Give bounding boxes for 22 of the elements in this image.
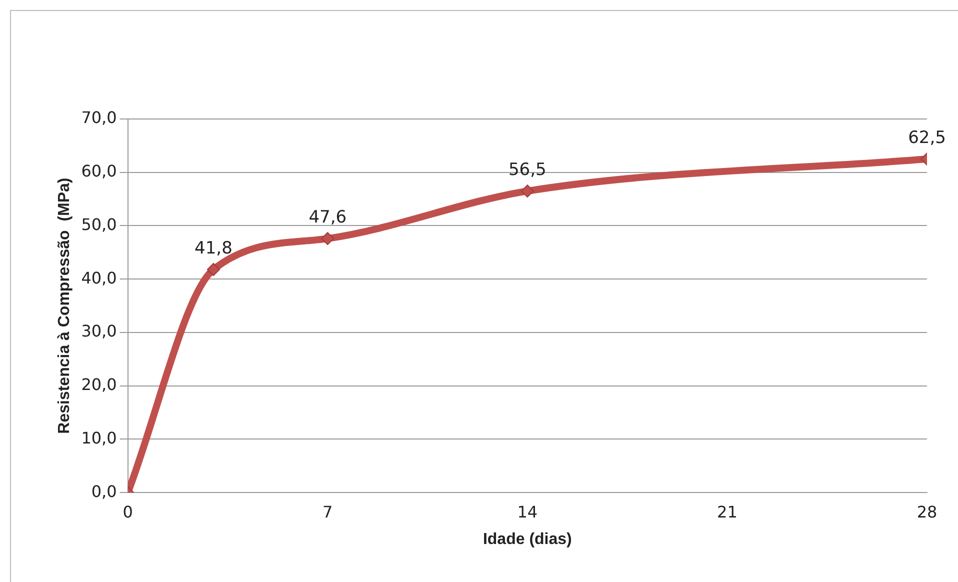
y-tick-label: 60,0 [81, 162, 117, 181]
x-tick-label: 7 [322, 502, 333, 522]
point [520, 184, 534, 198]
x-tick-label: 21 [717, 502, 738, 522]
point [321, 232, 334, 246]
data-label: 41,8 [194, 238, 232, 258]
data-label: 62,5 [908, 128, 946, 148]
data-label: 56,5 [508, 160, 546, 180]
x-axis-title: Idade (dias) [482, 530, 572, 548]
data-label: 47,6 [308, 207, 347, 228]
y-tick-label: 50,0 [81, 214, 117, 234]
y-tick-label: 70,0 [81, 108, 117, 128]
y-tick-label: 20,0 [81, 375, 117, 394]
x-tick-label: 28 [916, 502, 938, 522]
y-tick-label: 0,0 [91, 482, 117, 501]
y-tick-label: 10,0 [81, 428, 117, 448]
y-axis-title: Resistencia à Compressão (MPa) [56, 178, 74, 434]
x-tick-label: 14 [517, 502, 538, 522]
x-tick-label: 0 [122, 502, 133, 522]
y-tick-label: 30,0 [81, 322, 117, 341]
y-tick-label: 40,0 [81, 268, 117, 288]
point [206, 263, 220, 276]
